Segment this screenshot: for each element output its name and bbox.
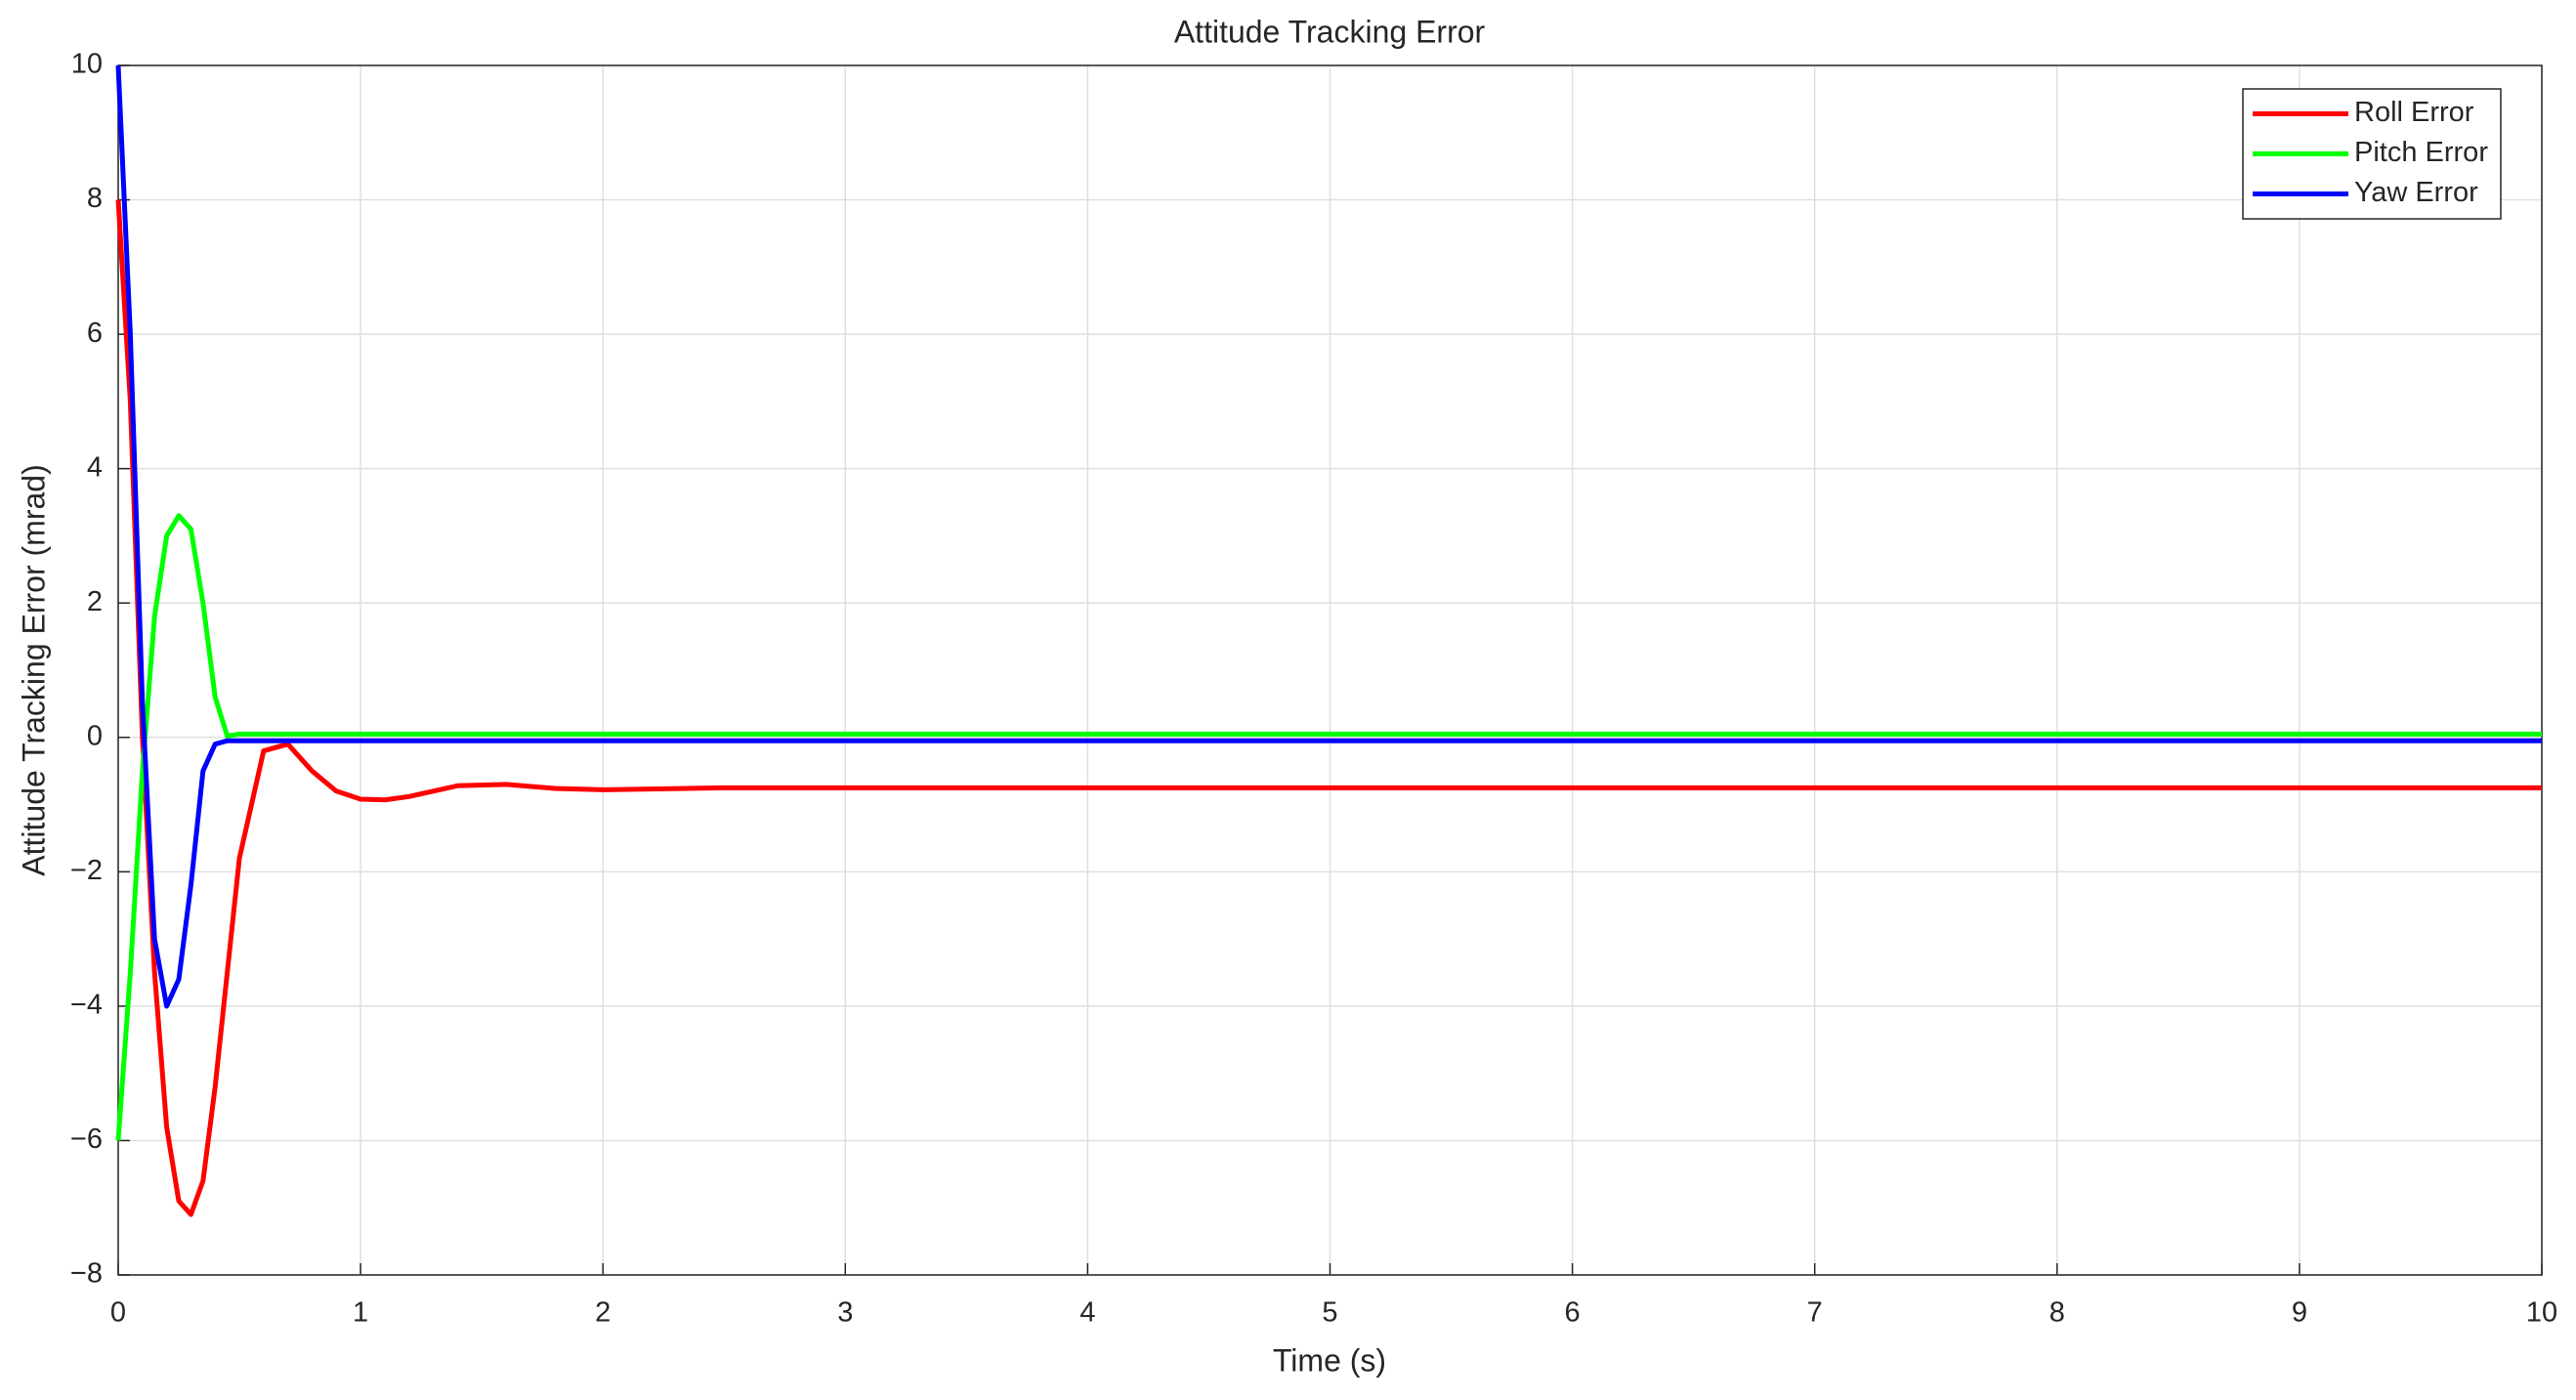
x-tick-label: 8	[2049, 1297, 2065, 1329]
y-tick-label: 10	[71, 49, 103, 80]
line-series	[115, 199, 2542, 1217]
line-series	[115, 513, 2542, 1141]
y-tick-label: −6	[70, 1124, 103, 1155]
plot-frame	[117, 64, 2543, 1276]
y-axis-label: Attitude Tracking Error (mrad)	[16, 464, 51, 875]
legend-label: Roll Error	[2354, 97, 2474, 128]
x-tick-label: 9	[2292, 1297, 2307, 1329]
y-tick-label: 6	[87, 318, 103, 349]
x-axis-label: Time (s)	[1273, 1342, 1386, 1378]
x-tick-label: 7	[1807, 1297, 1823, 1329]
x-tick-label: 0	[110, 1297, 126, 1329]
y-tick-label: −8	[70, 1258, 103, 1290]
y-tick-label: −4	[70, 990, 103, 1021]
x-tick-label: 3	[837, 1297, 853, 1329]
y-tick-label: −2	[70, 855, 103, 886]
line-series	[115, 64, 2542, 1009]
x-tick-label: 2	[595, 1297, 611, 1329]
x-tick-label: 4	[1079, 1297, 1095, 1329]
x-tick-label: 5	[1322, 1297, 1337, 1329]
x-tick-label: 10	[2526, 1297, 2557, 1329]
legend-label: Pitch Error	[2354, 137, 2488, 168]
y-tick-label: 8	[87, 183, 103, 214]
y-tick-label: 4	[87, 451, 103, 483]
y-tick-label: 2	[87, 586, 103, 617]
x-tick-label: 1	[353, 1297, 368, 1329]
y-tick-label: 0	[87, 720, 103, 751]
legend-label: Yaw Error	[2354, 177, 2478, 208]
chart-title: Attitude Tracking Error	[1174, 14, 1486, 49]
x-tick-label: 6	[1565, 1297, 1581, 1329]
